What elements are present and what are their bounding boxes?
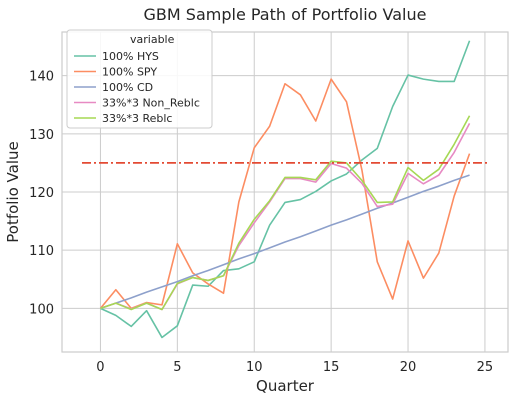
legend-label: 100% HYS <box>102 50 159 63</box>
series-line-1 <box>99 78 471 310</box>
x-tick-label: 5 <box>173 360 181 375</box>
series-lines <box>99 40 471 339</box>
x-tick-label: 0 <box>96 360 104 375</box>
y-tick-label: 110 <box>29 244 54 259</box>
legend: variable 100% HYS 100% SPY 100% CD 33%*3 No… <box>66 29 213 129</box>
legend-title: variable <box>130 33 175 46</box>
legend-label: 33%*3 Non_Reblc <box>102 97 200 110</box>
series-line-4 <box>100 115 471 311</box>
legend-box <box>66 29 213 129</box>
chart-title: GBM Sample Path of Portfolio Value <box>144 5 427 24</box>
series-line-0 <box>100 40 471 339</box>
y-tick-label: 120 <box>29 186 54 201</box>
x-tick-label: 10 <box>246 360 263 375</box>
x-tick-label: 20 <box>400 360 417 375</box>
grid <box>62 32 508 352</box>
y-tick-label: 140 <box>29 70 54 85</box>
x-tick-label: 25 <box>477 360 494 375</box>
tick-labels: 0 5 10 15 20 25 100 110 120 130 140 <box>29 70 493 375</box>
plot-frame <box>61 31 509 353</box>
legend-label: 100% SPY <box>102 66 157 79</box>
y-tick-label: 100 <box>29 302 54 317</box>
series-line-2 <box>100 174 470 310</box>
x-tick-label: 15 <box>323 360 340 375</box>
x-axis-label: Quarter <box>256 377 315 395</box>
legend-label: 100% CD <box>102 81 153 94</box>
y-tick-label: 130 <box>29 128 54 143</box>
y-axis-label: Potfolio Value <box>4 141 22 243</box>
legend-label: 33%*3 Reblc <box>102 112 172 125</box>
